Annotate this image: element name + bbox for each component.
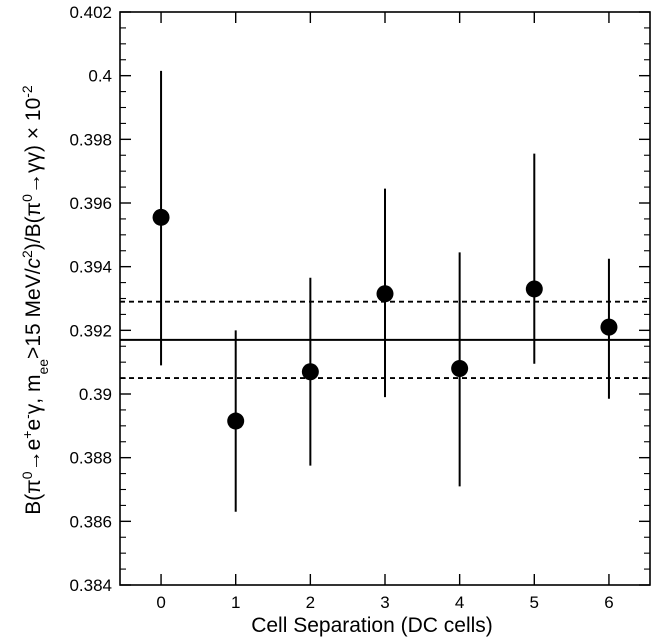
y-axis-title: B(π0→e+e-γ, mee>15 MeV/c2)/B(π0→γγ) × 10… (19, 85, 51, 515)
y-tick-label: 0.386 (69, 512, 112, 531)
y-tick-label: 0.4 (88, 67, 112, 86)
y-axis-title-part: 0 (19, 194, 35, 202)
data-point (227, 412, 245, 430)
data-point (525, 280, 543, 298)
data-point (600, 318, 618, 336)
tick-marks-layer (120, 11, 650, 586)
y-axis-title-part: - (19, 414, 35, 419)
data-point (152, 208, 170, 226)
y-axis-title-part: )/B(π (22, 202, 45, 250)
y-tick-label: 0.39 (79, 385, 112, 404)
y-tick-label: 0.402 (69, 3, 112, 22)
x-tick-label: 6 (604, 593, 613, 612)
y-axis-title-part: c (22, 257, 45, 268)
y-axis-title-part: 2 (19, 250, 35, 258)
y-axis-title-part: γ, m (22, 375, 45, 415)
y-tick-label: 0.394 (69, 258, 112, 277)
x-tick-label: 2 (306, 593, 315, 612)
y-axis-title-part: + (19, 431, 35, 439)
y-tick-label: 0.392 (69, 321, 112, 340)
y-tick-label: 0.388 (69, 449, 112, 468)
y-tick-label: 0.396 (69, 194, 112, 213)
x-tick-label: 0 (156, 593, 165, 612)
data-point (301, 363, 319, 381)
x-tick-label: 4 (455, 593, 464, 612)
y-axis-title-part: →γγ) × 10 (22, 98, 45, 194)
y-axis-title-part: -2 (19, 85, 35, 98)
x-tick-label: 5 (530, 593, 539, 612)
x-axis-title: Cell Separation (DC cells) (251, 614, 493, 637)
y-tick-label: 0.384 (69, 576, 112, 595)
y-axis-title-part: e (22, 419, 45, 431)
y-axis-title-part: 0 (19, 471, 35, 479)
data-point (376, 285, 394, 303)
y-tick-label: 0.398 (69, 130, 112, 149)
data-points-layer (152, 70, 618, 512)
y-axis-title-part: →e (22, 439, 45, 472)
y-axis-title-part: ee (35, 359, 51, 375)
y-axis-title-part: >15 MeV/ (22, 268, 45, 359)
x-tick-label: 1 (231, 593, 240, 612)
y-axis-title-part: B(π (22, 479, 45, 515)
data-point (451, 360, 469, 378)
tick-labels-layer: 0.384 0.386 0.388 0.39 0.392 0.394 0.396 0.398 0… (69, 3, 613, 612)
x-tick-label: 3 (380, 593, 389, 612)
